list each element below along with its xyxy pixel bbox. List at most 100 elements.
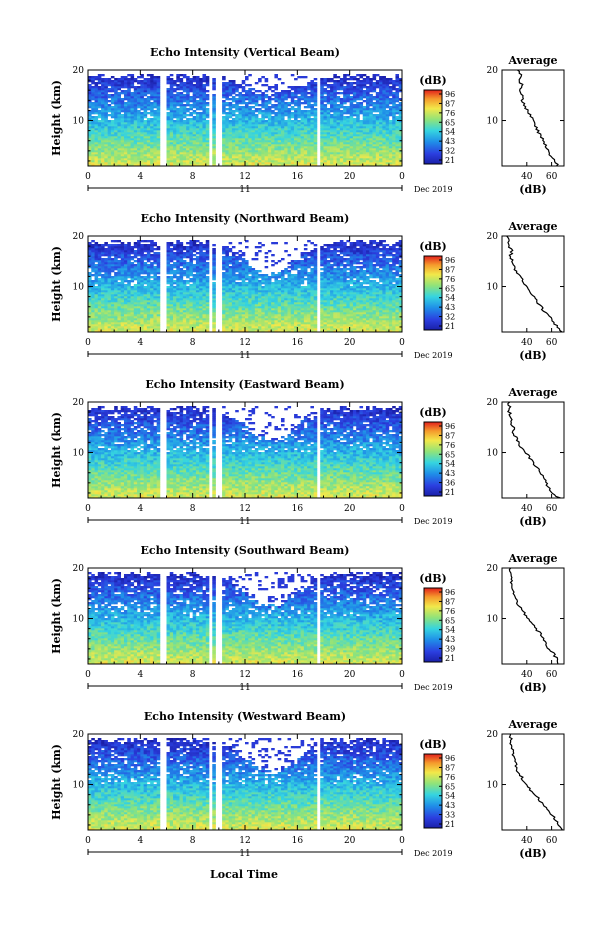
- heatmap-cell: [265, 124, 269, 126]
- heatmap-cell: [121, 264, 125, 266]
- heatmap-cell: [297, 96, 301, 98]
- heatmap-cell: [242, 108, 246, 110]
- heatmap-cell: [134, 268, 138, 270]
- heatmap-cell: [395, 108, 399, 110]
- heatmap-cell: [350, 138, 354, 140]
- heatmap-cell: [189, 78, 193, 80]
- heatmap-cell: [350, 114, 354, 116]
- heatmap-cell: [124, 104, 128, 106]
- heatmap-cell: [261, 76, 265, 78]
- heatmap-cell: [232, 88, 236, 90]
- heatmap-cell: [108, 266, 112, 268]
- profile-x-label: (dB): [519, 183, 546, 196]
- heatmap-cell: [104, 116, 108, 118]
- heatmap-cell: [320, 130, 324, 132]
- heatmap-cell: [170, 258, 174, 260]
- heatmap-cell: [278, 162, 282, 164]
- heatmap-cell: [327, 94, 331, 96]
- heatmap-cell: [167, 158, 171, 160]
- heatmap-cell: [304, 114, 308, 116]
- heatmap-cell: [359, 98, 363, 100]
- heatmap-cell: [314, 158, 318, 160]
- heatmap-cell: [117, 144, 121, 146]
- heatmap-cell: [101, 250, 105, 252]
- heatmap-cell: [183, 134, 187, 136]
- heatmap-cell: [117, 86, 121, 88]
- heatmap-cell: [167, 272, 171, 274]
- heatmap-cell: [278, 136, 282, 138]
- heatmap-cell: [242, 94, 246, 96]
- heatmap-cell: [324, 92, 328, 94]
- heatmap-cell: [153, 106, 157, 108]
- heatmap-cell: [288, 96, 292, 98]
- heatmap-cell: [369, 82, 373, 84]
- heatmap-cell: [297, 116, 301, 118]
- heatmap-cell: [88, 146, 92, 148]
- heatmap-cell: [183, 158, 187, 160]
- heatmap-cell: [229, 132, 233, 134]
- heatmap-cell: [281, 138, 285, 140]
- heatmap-cell: [114, 266, 118, 268]
- heatmap-cell: [157, 320, 161, 322]
- heatmap-cell: [395, 130, 399, 132]
- heatmap-cell: [153, 144, 157, 146]
- heatmap-cell: [111, 290, 115, 292]
- heatmap-cell: [180, 112, 184, 114]
- heatmap-cell: [359, 136, 363, 138]
- heatmap-cell: [268, 144, 272, 146]
- heatmap-cell: [101, 328, 105, 330]
- heatmap-cell: [150, 154, 154, 156]
- heatmap-cell: [350, 100, 354, 102]
- heatmap-cell: [369, 98, 373, 100]
- heatmap-cell: [144, 162, 148, 164]
- heatmap-cell: [389, 102, 393, 104]
- heatmap-cell: [278, 96, 282, 98]
- heatmap-cell: [114, 158, 118, 160]
- heatmap-cell: [274, 114, 278, 116]
- heatmap-cell: [196, 80, 200, 82]
- heatmap-cell: [140, 250, 144, 252]
- heatmap-cell: [291, 162, 295, 164]
- heatmap-cell: [170, 292, 174, 294]
- heatmap-cell: [258, 132, 262, 134]
- heatmap-cell: [98, 122, 102, 124]
- heatmap-cell: [392, 114, 396, 116]
- heatmap-cell: [186, 80, 190, 82]
- heatmap-cell: [114, 112, 118, 114]
- heatmap-cell: [333, 158, 337, 160]
- heatmap-cell: [140, 140, 144, 142]
- heatmap-cell: [252, 136, 256, 138]
- heatmap-cell: [137, 110, 141, 112]
- heatmap-cell: [395, 88, 399, 90]
- heatmap-cell: [176, 154, 180, 156]
- heatmap-cell: [147, 240, 151, 242]
- heatmap-cell: [147, 254, 151, 256]
- heatmap-cell: [180, 94, 184, 96]
- heatmap-cell: [376, 134, 380, 136]
- heatmap-cell: [199, 134, 203, 136]
- heatmap-cell: [121, 328, 125, 330]
- heatmap-cell: [137, 252, 141, 254]
- heatmap-cell: [88, 292, 92, 294]
- heatmap-cell: [258, 94, 262, 96]
- heatmap-cell: [222, 112, 226, 114]
- heatmap-cell: [343, 124, 347, 126]
- heatmap-cell: [320, 110, 324, 112]
- heatmap-cell: [346, 92, 350, 94]
- heatmap-cell: [108, 300, 112, 302]
- heatmap-cell: [167, 124, 171, 126]
- heatmap-cell: [173, 290, 177, 292]
- heatmap-cell: [199, 104, 203, 106]
- heatmap-cell: [202, 118, 206, 120]
- heatmap-cell: [245, 114, 249, 116]
- heatmap-cell: [117, 320, 121, 322]
- heatmap-cell: [186, 144, 190, 146]
- heatmap-cell: [202, 122, 206, 124]
- heatmap-cell: [157, 288, 161, 290]
- heatmap-cell: [91, 144, 95, 146]
- heatmap-cell: [291, 152, 295, 154]
- heatmap-cell: [170, 140, 174, 142]
- heatmap-cell: [150, 124, 154, 126]
- heatmap-cell: [274, 144, 278, 146]
- heatmap-cell: [117, 290, 121, 292]
